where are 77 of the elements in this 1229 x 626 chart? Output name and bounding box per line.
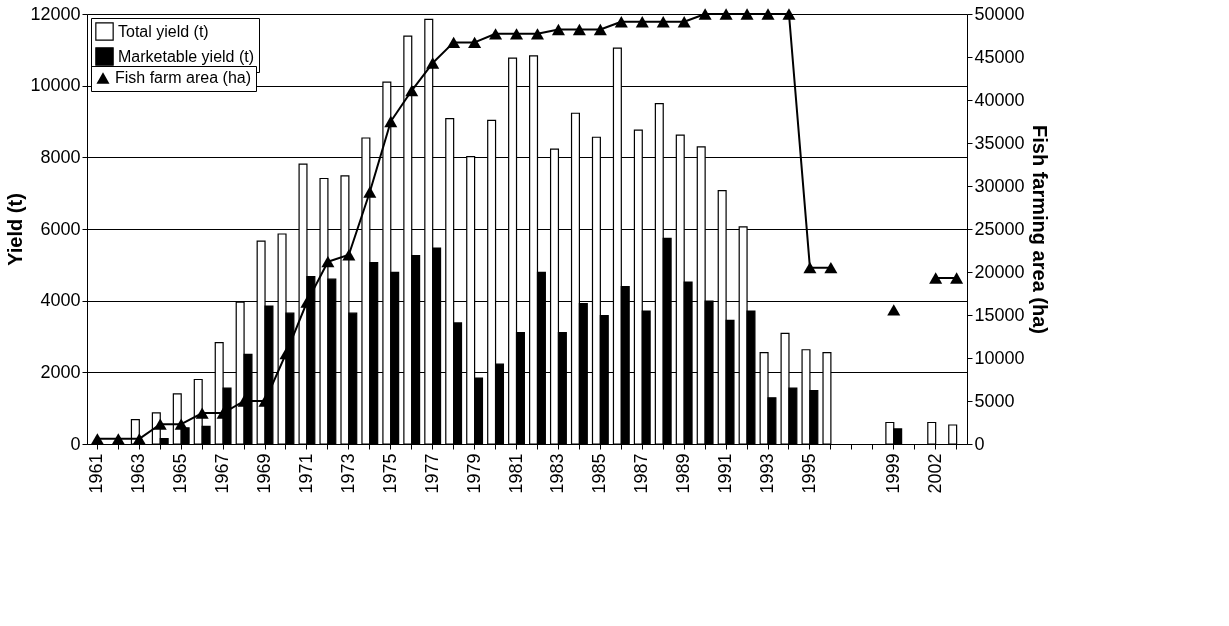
point (551, 23, 565, 36)
x-tick-label: 1977 (421, 453, 442, 494)
y-tick-label: 6000 (40, 218, 81, 239)
x-tick-label: 1991 (715, 453, 736, 494)
x-tick-label: 1965 (170, 453, 191, 494)
point (111, 433, 125, 445)
point (510, 28, 524, 40)
x-tick-label: 1985 (589, 453, 610, 494)
y-tick-label: 8000 (40, 146, 81, 167)
point (384, 115, 398, 128)
point (90, 433, 104, 445)
y2-tick-label: 15000 (974, 304, 1025, 325)
x-tick-label: 1993 (757, 453, 778, 494)
y2-tick-label: 0 (974, 433, 985, 454)
y2-tick-label: 20000 (974, 261, 1025, 282)
x-tick-label: 1995 (798, 453, 819, 494)
y-axis-title: Yield (t) (4, 193, 27, 266)
x-tick-label: 1975 (379, 453, 400, 494)
point (698, 8, 712, 20)
x-tick-label: 1987 (631, 453, 652, 494)
point (195, 407, 209, 419)
point (677, 16, 691, 28)
legend-label: Fish farm area (ha) (115, 69, 252, 86)
point (153, 418, 167, 430)
point (132, 433, 146, 445)
y2-tick-label: 5000 (974, 390, 1015, 411)
x-tick-label: 1963 (128, 453, 149, 494)
x-tick-label: 2002 (924, 453, 945, 494)
x-tick-label: 1989 (673, 453, 694, 494)
x-tick-label: 1961 (86, 453, 107, 494)
y2-tick-label: 25000 (974, 218, 1025, 239)
legend-label: Marketable yield (t) (118, 47, 255, 65)
point (321, 256, 335, 268)
point (405, 84, 419, 97)
y2-axis-title: Fish farming area (ha) (1028, 125, 1051, 334)
point (740, 8, 754, 20)
y-tick-label: 2000 (40, 361, 81, 382)
legend-label: Total yield (t) (118, 22, 209, 40)
point (426, 57, 440, 69)
point (593, 23, 607, 36)
point (614, 16, 628, 28)
y-tick-label: 4000 (40, 290, 81, 311)
x-tick-label: 1969 (254, 453, 275, 494)
point (635, 16, 649, 28)
y2-tick-label: 50000 (974, 3, 1025, 24)
point (824, 262, 838, 274)
y-tick-label: 12000 (30, 3, 81, 24)
x-tick-label: 1981 (505, 453, 526, 494)
x-tick-label: 1973 (337, 453, 358, 494)
point (761, 8, 775, 20)
point (929, 272, 943, 284)
x-tick-label: 1971 (295, 453, 316, 494)
point (363, 186, 377, 198)
y2-tick-label: 35000 (974, 132, 1025, 153)
point (342, 249, 356, 261)
point (572, 23, 586, 36)
point (887, 304, 901, 316)
point (174, 418, 188, 430)
point (950, 272, 964, 284)
point (447, 36, 461, 49)
x-tick-label: 1983 (547, 453, 568, 494)
point (719, 8, 733, 20)
point (530, 28, 544, 40)
y2-tick-label: 45000 (974, 46, 1025, 67)
point (468, 36, 482, 49)
y2-tick-label: 10000 (974, 347, 1025, 368)
x-tick-label: 1967 (212, 453, 233, 494)
y2-tick-label: 40000 (974, 89, 1025, 110)
point (656, 16, 670, 28)
y-tick-label: 0 (70, 433, 81, 454)
point (489, 28, 503, 40)
x-tick-label: 1999 (882, 453, 903, 494)
x-tick-label: 1979 (463, 453, 484, 494)
point (803, 262, 817, 274)
point (782, 8, 796, 20)
y-tick-label: 10000 (30, 75, 81, 96)
y2-tick-label: 30000 (974, 175, 1025, 196)
